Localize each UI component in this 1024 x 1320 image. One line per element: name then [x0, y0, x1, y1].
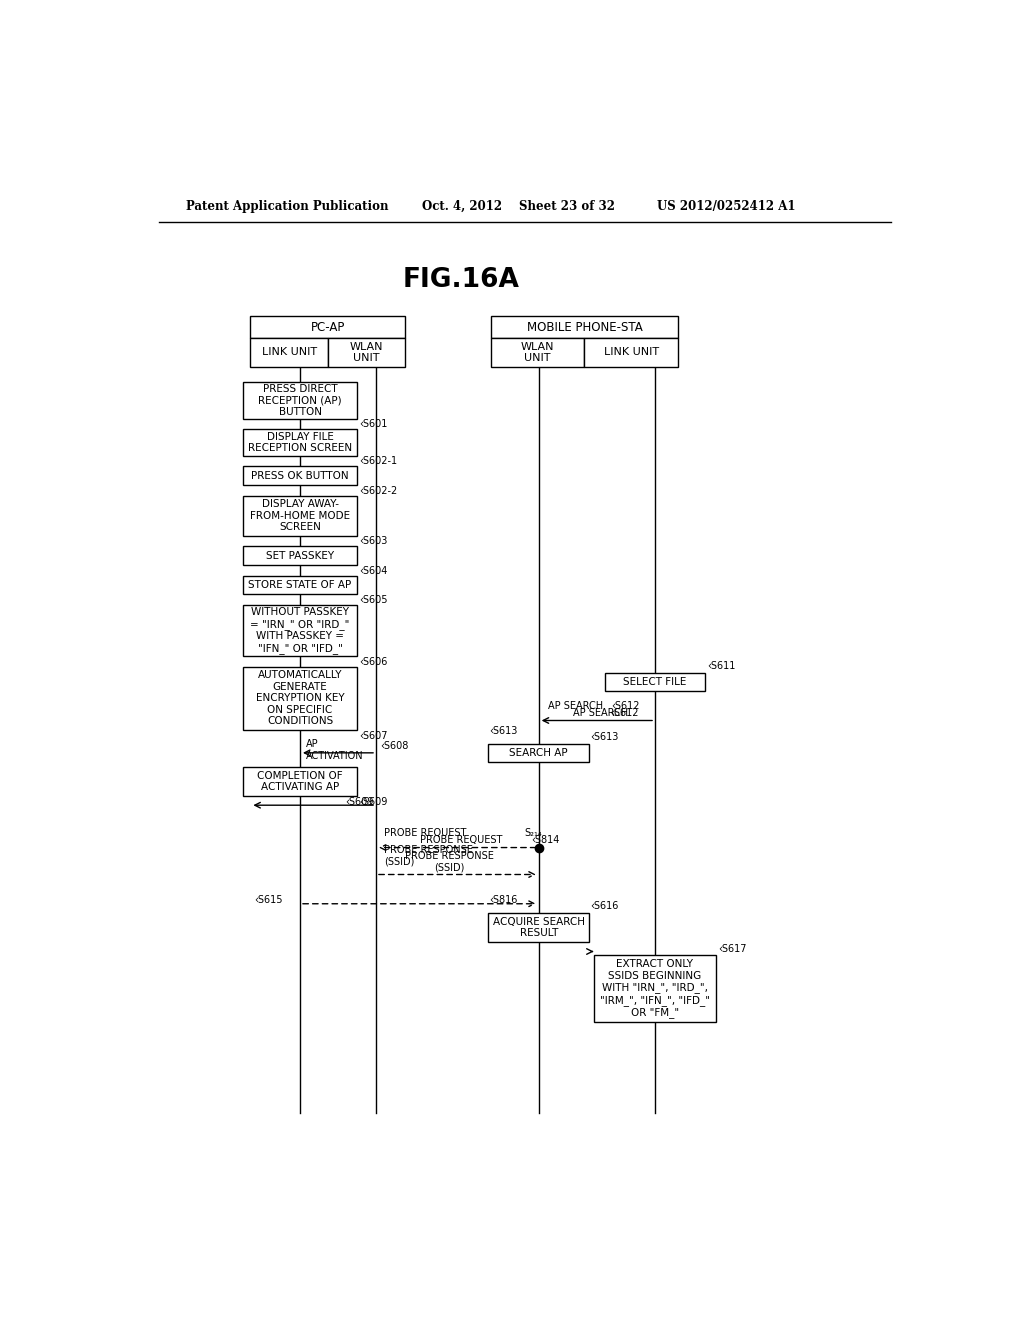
FancyBboxPatch shape	[243, 466, 357, 484]
Text: SEARCH AP: SEARCH AP	[509, 748, 568, 758]
Text: ‹S816: ‹S816	[489, 895, 517, 906]
Text: STORE STATE OF AP: STORE STATE OF AP	[249, 579, 351, 590]
Text: ‹S611: ‹S611	[707, 661, 735, 671]
Text: LINK UNIT: LINK UNIT	[604, 347, 658, 358]
Text: PROBE REQUEST: PROBE REQUEST	[420, 836, 503, 845]
Text: WITHOUT PASSKEY
= "IRN_" OR "IRD_"
WITH PASSKEY =
"IFN_" OR "IFD_": WITHOUT PASSKEY = "IRN_" OR "IRD_" WITH …	[250, 607, 350, 653]
Text: DISPLAY AWAY-
FROM-HOME MODE
SCREEN: DISPLAY AWAY- FROM-HOME MODE SCREEN	[250, 499, 350, 532]
Text: Sheet 23 of 32: Sheet 23 of 32	[519, 199, 615, 213]
Text: PRESS OK BUTTON: PRESS OK BUTTON	[251, 471, 349, 480]
Text: ‹S607: ‹S607	[359, 730, 387, 741]
Text: ‹S602-1: ‹S602-1	[359, 457, 397, 466]
Text: AUTOMATICALLY
GENERATE
ENCRYPTION KEY
ON SPECIFIC
CONDITIONS: AUTOMATICALLY GENERATE ENCRYPTION KEY ON…	[256, 671, 344, 726]
Text: FIG.16A: FIG.16A	[402, 267, 520, 293]
FancyBboxPatch shape	[243, 546, 357, 565]
Text: AP
ACTIVATION: AP ACTIVATION	[305, 739, 364, 760]
FancyBboxPatch shape	[251, 317, 406, 338]
Text: ‹S612: ‹S612	[610, 709, 639, 718]
FancyBboxPatch shape	[251, 338, 328, 367]
FancyBboxPatch shape	[243, 605, 357, 656]
Text: DISPLAY FILE
RECEPTION SCREEN: DISPLAY FILE RECEPTION SCREEN	[248, 432, 352, 453]
Text: ‹S609: ‹S609	[359, 797, 387, 807]
Text: Patent Application Publication: Patent Application Publication	[186, 199, 389, 213]
Text: PROBE RESPONSE
(SSID): PROBE RESPONSE (SSID)	[384, 845, 473, 867]
Text: WLAN
UNIT: WLAN UNIT	[521, 342, 554, 363]
FancyBboxPatch shape	[490, 338, 585, 367]
FancyBboxPatch shape	[243, 667, 357, 730]
FancyBboxPatch shape	[488, 743, 589, 762]
Text: ‹S612: ‹S612	[611, 701, 640, 711]
Text: ‹S617: ‹S617	[718, 944, 746, 954]
Text: PC-AP: PC-AP	[310, 321, 345, 334]
Text: ‹S605: ‹S605	[359, 595, 387, 605]
Text: EXTRACT ONLY
SSIDS BEGINNING
WITH "IRN_", "IRD_",
"IRM_", "IFN_", "IFD_"
OR "FM_: EXTRACT ONLY SSIDS BEGINNING WITH "IRN_"…	[600, 958, 710, 1018]
Text: ‹S604: ‹S604	[359, 566, 387, 576]
Text: ‹S814: ‹S814	[531, 836, 559, 845]
Text: ‹S606: ‹S606	[359, 656, 387, 667]
FancyBboxPatch shape	[488, 913, 589, 942]
Text: S₂₁₄: S₂₁₄	[524, 829, 543, 838]
Text: ‹S608: ‹S608	[380, 741, 409, 751]
FancyBboxPatch shape	[490, 317, 678, 338]
Text: SELECT FILE: SELECT FILE	[624, 677, 687, 686]
Text: ‹S615: ‹S615	[254, 895, 283, 906]
FancyBboxPatch shape	[243, 496, 357, 536]
Text: ‹S601: ‹S601	[359, 420, 387, 429]
Text: ‹S602-2: ‹S602-2	[359, 486, 397, 495]
Text: ‹S613: ‹S613	[489, 726, 517, 737]
FancyBboxPatch shape	[328, 338, 406, 367]
FancyBboxPatch shape	[585, 338, 678, 367]
FancyBboxPatch shape	[604, 673, 706, 692]
Text: ‹S613: ‹S613	[591, 733, 620, 742]
Text: PROBE RESPONSE
(SSID): PROBE RESPONSE (SSID)	[406, 850, 494, 873]
Text: PRESS DIRECT
RECEPTION (AP)
BUTTON: PRESS DIRECT RECEPTION (AP) BUTTON	[258, 384, 342, 417]
Text: LINK UNIT: LINK UNIT	[262, 347, 316, 358]
Text: ‹S609: ‹S609	[345, 797, 374, 807]
Text: AP SEARCH: AP SEARCH	[573, 709, 629, 718]
Text: WLAN
UNIT: WLAN UNIT	[350, 342, 383, 363]
Text: ‹S616: ‹S616	[591, 902, 620, 911]
FancyBboxPatch shape	[243, 576, 357, 594]
Text: US 2012/0252412 A1: US 2012/0252412 A1	[657, 199, 796, 213]
FancyBboxPatch shape	[243, 381, 357, 418]
Text: COMPLETION OF
ACTIVATING AP: COMPLETION OF ACTIVATING AP	[257, 771, 343, 792]
Text: AP SEARCH: AP SEARCH	[548, 701, 603, 711]
Text: Oct. 4, 2012: Oct. 4, 2012	[423, 199, 503, 213]
Text: MOBILE PHONE-STA: MOBILE PHONE-STA	[526, 321, 642, 334]
Text: PROBE REQUEST: PROBE REQUEST	[384, 829, 466, 838]
FancyBboxPatch shape	[594, 956, 716, 1022]
Text: ‹S603: ‹S603	[359, 536, 387, 546]
Text: SET PASSKEY: SET PASSKEY	[266, 550, 334, 561]
Text: ACQUIRE SEARCH
RESULT: ACQUIRE SEARCH RESULT	[493, 917, 585, 939]
FancyBboxPatch shape	[243, 429, 357, 455]
FancyBboxPatch shape	[243, 767, 357, 796]
